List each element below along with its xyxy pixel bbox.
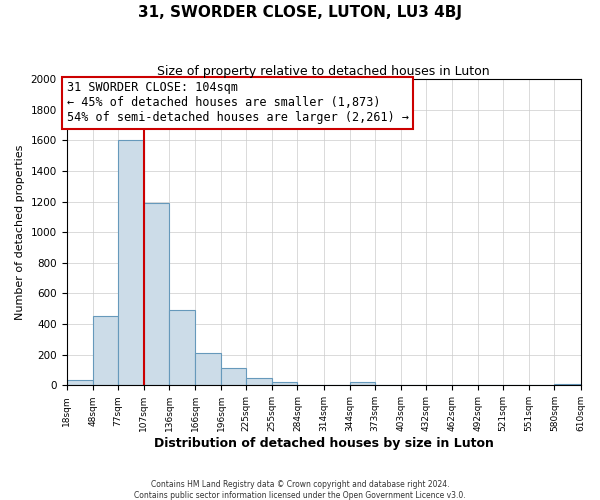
Bar [92,316,118,386]
Bar [144,203,169,386]
Bar [169,310,195,386]
Text: 31, SWORDER CLOSE, LUTON, LU3 4BJ: 31, SWORDER CLOSE, LUTON, LU3 4BJ [138,5,462,20]
Bar [246,378,272,386]
Title: Size of property relative to detached houses in Luton: Size of property relative to detached ho… [157,65,490,78]
Bar [350,382,375,386]
Y-axis label: Number of detached properties: Number of detached properties [15,144,25,320]
X-axis label: Distribution of detached houses by size in Luton: Distribution of detached houses by size … [154,437,493,450]
Bar [221,368,246,386]
Bar [195,353,221,386]
Text: 31 SWORDER CLOSE: 104sqm
← 45% of detached houses are smaller (1,873)
54% of sem: 31 SWORDER CLOSE: 104sqm ← 45% of detach… [67,82,409,124]
Bar [118,140,144,386]
Bar [554,384,581,386]
Bar [67,380,92,386]
Bar [272,382,298,386]
Text: Contains HM Land Registry data © Crown copyright and database right 2024.
Contai: Contains HM Land Registry data © Crown c… [134,480,466,500]
